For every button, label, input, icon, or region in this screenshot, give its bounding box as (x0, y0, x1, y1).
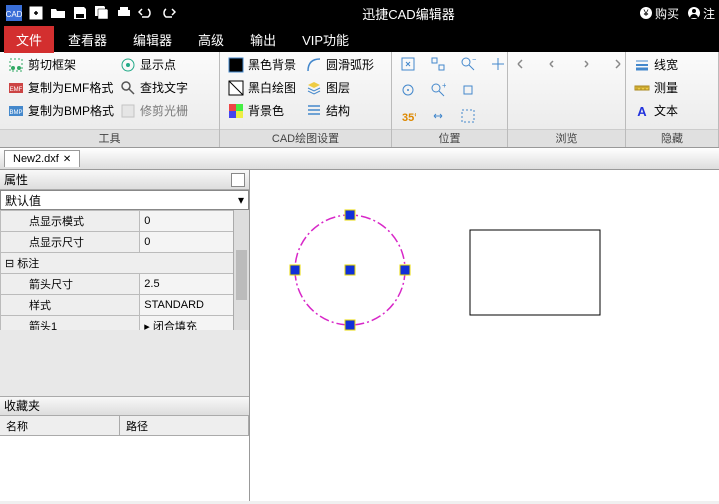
save-icon[interactable] (70, 3, 90, 23)
saveall-icon[interactable] (92, 3, 112, 23)
structure-button[interactable]: 结构 (302, 100, 378, 121)
default-value-dropdown[interactable]: 默认值▾ (0, 190, 249, 210)
prop-section[interactable]: 标注 (1, 253, 249, 274)
trim-raster-button[interactable]: 修剪光栅 (116, 100, 192, 121)
app-title: 迅捷CAD编辑器 (178, 4, 639, 23)
properties-table: 点显示模式0 点显示尺寸0 标注 箭头尺寸2.5 样式STANDARD 箭头1▸… (0, 210, 249, 330)
svg-text:+: + (442, 82, 446, 90)
layers-button[interactable]: 图层 (302, 77, 378, 98)
browse-btn-3[interactable] (572, 54, 596, 74)
favorites-body (0, 436, 249, 502)
svg-text:35°: 35° (402, 112, 416, 124)
bw-draw-button[interactable]: 黑白绘图 (224, 77, 300, 98)
tab-viewer[interactable]: 查看器 (56, 26, 119, 53)
buy-button[interactable]: ¥购买 (639, 5, 679, 22)
group-label-cad: CAD绘图设置 (220, 129, 391, 147)
pos-btn-2[interactable] (396, 80, 420, 100)
find-text-button[interactable]: 查找文字 (116, 77, 192, 98)
clip-frame-button[interactable]: 剪切框架 (4, 54, 114, 75)
prop-label: 箭头1 (1, 316, 140, 331)
user-button[interactable]: 注 (687, 5, 715, 22)
properties-header: 属性 (0, 170, 249, 190)
show-points-button[interactable]: 显示点 (116, 54, 192, 75)
close-tab-icon[interactable]: ✕ (63, 154, 71, 165)
browse-btn-4[interactable] (602, 54, 626, 74)
group-label-hide: 隐藏 (626, 129, 718, 147)
group-label-browse: 浏览 (508, 129, 625, 147)
undo-icon[interactable] (136, 3, 156, 23)
svg-text:A: A (637, 104, 647, 119)
svg-text:BMP: BMP (9, 110, 22, 116)
document-tab-label: New2.dxf (13, 153, 59, 165)
prop-label: 点显示尺寸 (1, 232, 140, 253)
tab-output[interactable]: 输出 (238, 26, 288, 53)
title-bar: CAD 迅捷CAD编辑器 ¥购买 注 (0, 0, 719, 26)
pos-btn-5[interactable]: + (426, 80, 450, 100)
ribbon: 剪切框架 EMF复制为EMF格式 BMP复制为BMP格式 显示点 查找文字 修剪… (0, 52, 719, 148)
favorites-columns: 名称 路径 (0, 416, 249, 436)
tab-vip[interactable]: VIP功能 (290, 26, 361, 53)
tab-editor[interactable]: 编辑器 (121, 26, 184, 53)
pos-btn-9[interactable] (456, 106, 480, 126)
pos-btn-10[interactable] (486, 54, 510, 74)
pin-icon[interactable] (231, 173, 245, 187)
tab-file[interactable]: 文件 (4, 26, 54, 53)
document-tab[interactable]: New2.dxf ✕ (4, 150, 80, 167)
ribbon-tabs: 文件 查看器 编辑器 高级 输出 VIP功能 (0, 26, 719, 52)
copy-bmp-button[interactable]: BMP复制为BMP格式 (4, 100, 114, 121)
text-button[interactable]: A文本 (630, 100, 714, 121)
col-name[interactable]: 名称 (0, 416, 120, 435)
pos-btn-8[interactable] (456, 80, 480, 100)
pos-btn-3[interactable]: 35° (396, 106, 420, 126)
copy-emf-button[interactable]: EMF复制为EMF格式 (4, 77, 114, 98)
black-bg-button[interactable]: 黑色背景 (224, 54, 300, 75)
prop-label: 点显示模式 (1, 211, 140, 232)
group-label-tools: 工具 (0, 129, 219, 147)
new-icon[interactable] (26, 3, 46, 23)
print-icon[interactable] (114, 3, 134, 23)
col-path[interactable]: 路径 (120, 416, 249, 435)
pos-btn-4[interactable] (426, 54, 450, 74)
svg-text:EMF: EMF (10, 87, 23, 93)
pos-btn-1[interactable] (396, 54, 420, 74)
prop-label: 样式 (1, 295, 140, 316)
measure-button[interactable]: 测量 (630, 77, 714, 98)
browse-btn-1[interactable] (512, 54, 536, 74)
document-tabs: New2.dxf ✕ (0, 148, 719, 170)
prop-label: 箭头尺寸 (1, 274, 140, 295)
browse-btn-2[interactable] (542, 54, 566, 74)
pos-btn-6[interactable] (426, 106, 450, 126)
redo-icon[interactable] (158, 3, 178, 23)
scrollbar[interactable] (233, 210, 249, 330)
smooth-arc-button[interactable]: 圆滑弧形 (302, 54, 378, 75)
app-icon[interactable]: CAD (4, 3, 24, 23)
chevron-down-icon: ▾ (238, 193, 244, 207)
svg-text:−: − (472, 56, 476, 64)
tab-advanced[interactable]: 高级 (186, 26, 236, 53)
group-label-position: 位置 (392, 129, 507, 147)
quick-access-toolbar: CAD (4, 3, 178, 23)
svg-text:CAD: CAD (6, 10, 22, 19)
svg-text:¥: ¥ (642, 8, 649, 18)
open-icon[interactable] (48, 3, 68, 23)
favorites-header: 收藏夹 (0, 396, 249, 416)
pos-btn-7[interactable]: − (456, 54, 480, 74)
drawing-canvas[interactable] (250, 170, 719, 501)
linewidth-button[interactable]: 线宽 (630, 54, 714, 75)
side-panel: 属性 默认值▾ 点显示模式0 点显示尺寸0 标注 箭头尺寸2.5 样式STAND… (0, 170, 250, 501)
bg-color-button[interactable]: 背景色 (224, 100, 300, 121)
